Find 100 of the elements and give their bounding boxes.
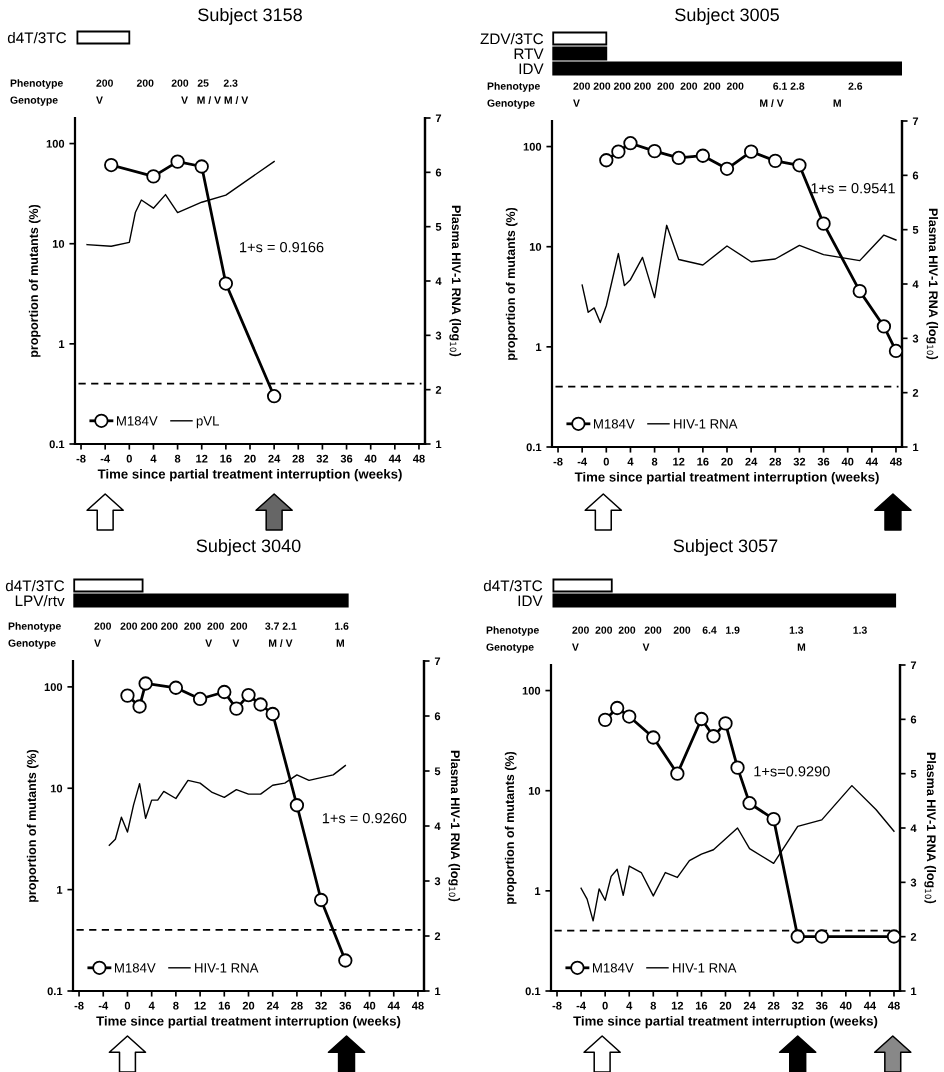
point: [718, 716, 733, 731]
x-tick-label: 4: [627, 457, 634, 466]
annotation: 1+s = 0.9166: [240, 241, 324, 253]
point: [766, 811, 781, 827]
y-tick-label: 100: [46, 139, 65, 148]
x-tick-label: 16: [697, 457, 709, 466]
y-tick-label: 0.1: [49, 440, 65, 449]
x-tick-label: -4: [98, 1001, 109, 1010]
x-tick-label: 36: [340, 454, 353, 463]
y2-tick-label: 5: [910, 770, 917, 778]
point: [104, 157, 119, 173]
x-tick-label: 4: [150, 454, 157, 463]
x-tick-label: 8: [173, 1001, 179, 1010]
x-axis-title: Time since partial treatment interruption (weeks): [573, 1015, 878, 1029]
legend-label: HIV-1 RNA: [673, 963, 737, 973]
y-tick-label: 1: [59, 340, 65, 348]
x-tick-label: 0: [126, 454, 132, 463]
chart-title: Subject 3005: [675, 7, 779, 25]
point: [338, 953, 353, 968]
text: V V V M / V M: [94, 639, 344, 647]
y2-tick-label: 1: [913, 443, 919, 452]
x-tick-label: 40: [839, 1001, 852, 1010]
x-axis-title: Time since partial treatment interruption (weeks): [97, 468, 402, 482]
x-tick-label: -8: [553, 457, 563, 466]
y2-tick-label: 2: [434, 932, 441, 941]
chart-title: Subject 3040: [196, 538, 301, 556]
x-tick-label: 0: [603, 457, 609, 466]
y-axis-title: proportion of mutants (%): [505, 207, 518, 360]
y2-tick-label: 3: [435, 331, 442, 340]
text: Genotype: [10, 96, 58, 106]
x-tick-label: 12: [671, 1001, 684, 1010]
x-tick-label: 44: [863, 1001, 877, 1010]
x-tick-label: 48: [889, 457, 902, 466]
x-tick-label: -8: [74, 1001, 84, 1010]
x-tick-label: 24: [745, 457, 758, 466]
x-tick-label: 12: [196, 454, 208, 463]
x-tick-label: 40: [841, 457, 854, 466]
point: [611, 144, 626, 159]
y2-tick-label: 4: [434, 822, 441, 831]
point: [792, 158, 807, 173]
x-tick-label: 36: [817, 457, 830, 466]
y2-tick-label: 7: [912, 117, 919, 126]
point: [610, 700, 625, 716]
x-tick-label: 48: [411, 1001, 424, 1010]
y-axis-title: proportion of mutants (%): [26, 749, 39, 902]
x-tick-label: 36: [339, 1001, 352, 1010]
text: V V M / V M / V: [96, 96, 249, 104]
point: [646, 730, 661, 745]
x-axis-title: Time since partial treatment interruption (weeks): [96, 1015, 401, 1029]
point: [647, 143, 662, 159]
y2-tick-label: 2: [435, 385, 442, 394]
y2-tick-label: 4: [435, 277, 442, 286]
y-tick-label: IDV: [518, 595, 543, 607]
point: [194, 159, 209, 174]
text: Phenotype: [486, 626, 539, 636]
x-axis-title: Time since partial treatment interruption (weeks): [574, 471, 879, 485]
point: [694, 711, 709, 727]
y2-tick-label: 4: [910, 824, 917, 833]
x-tick-label: 8: [651, 457, 658, 466]
y2-tick-label: 3: [912, 334, 919, 343]
x-tick-label: 4: [148, 1001, 155, 1010]
text: Genotype: [8, 639, 56, 649]
y-tick-label: d4T/3TC: [7, 31, 67, 44]
x-tick-label: 48: [887, 1001, 900, 1010]
y2-tick-label: 3: [910, 878, 917, 887]
text: 200 200 200 200 200 6.4 1.9 1.3 1.3: [572, 626, 867, 634]
chart-title: Subject 3158: [198, 7, 302, 25]
x-tick-label: 4: [626, 1001, 633, 1010]
point: [670, 766, 685, 781]
point: [719, 161, 735, 176]
point: [599, 153, 614, 168]
point: [217, 684, 232, 700]
x-tick-label: 24: [266, 1001, 279, 1010]
point: [241, 687, 256, 703]
y2-axis-title: Plasma HIV-1 RNA (log$_{10}$): [926, 208, 939, 360]
point: [623, 136, 638, 151]
y2-axis-title: Plasma HIV-1 RNA (log$_{10}$): [924, 752, 937, 904]
y2-tick-label: 5: [435, 223, 442, 231]
y-tick-label: 1: [57, 886, 63, 894]
y-tick-label: 10: [529, 242, 542, 251]
y-axis-title: proportion of mutants (%): [504, 751, 517, 904]
y-tick-label: 10: [528, 786, 541, 795]
y-tick-label: 100: [523, 142, 542, 151]
x-tick-label: 12: [673, 457, 685, 466]
point: [598, 712, 613, 728]
point: [876, 319, 892, 334]
y2-tick-label: 6: [910, 715, 917, 724]
y-tick-label: 10: [52, 239, 65, 248]
x-tick-label: 0: [602, 1001, 608, 1010]
y-tick-label: d4T/3TC: [5, 579, 65, 592]
point: [253, 697, 268, 712]
y-tick-label: 10: [50, 784, 63, 793]
x-tick-label: -8: [552, 1001, 562, 1010]
x-tick-label: 28: [291, 1001, 303, 1010]
x-tick-label: 36: [815, 1001, 828, 1010]
point: [132, 699, 147, 714]
legend-label: M184V: [114, 963, 156, 973]
point: [313, 892, 329, 908]
chart-title: Subject 3057: [673, 538, 778, 556]
legend-label: M184V: [116, 416, 158, 426]
